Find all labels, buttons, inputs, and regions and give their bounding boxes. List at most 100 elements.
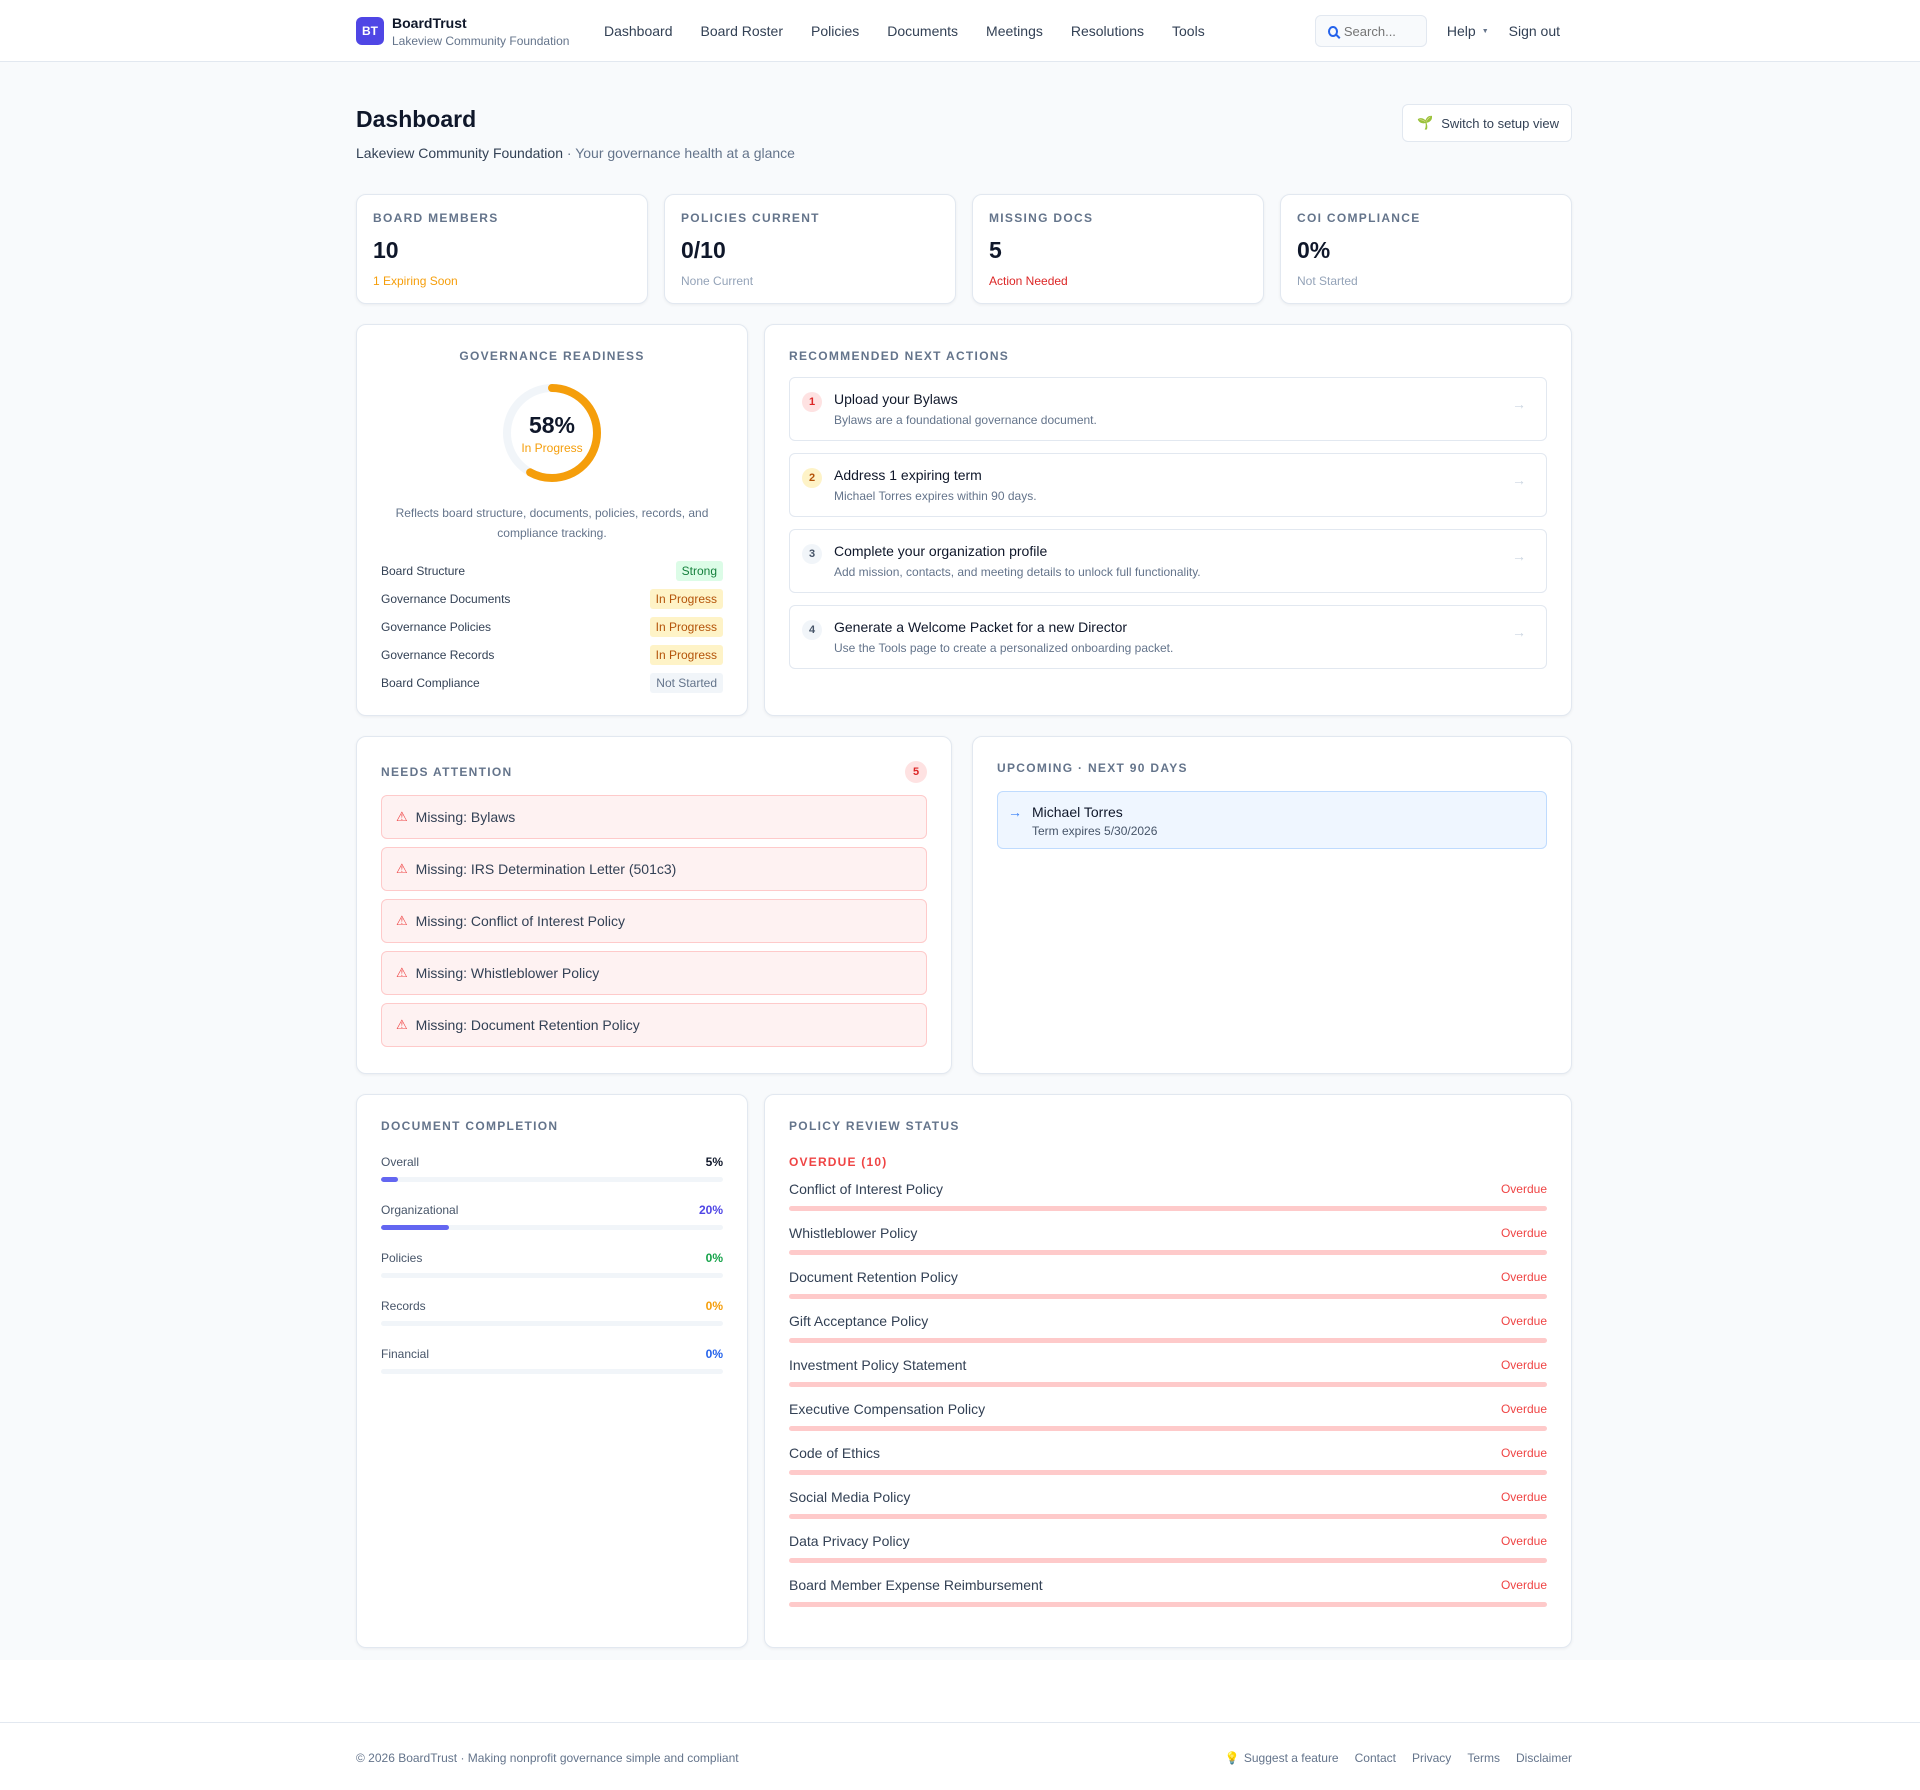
policy-status: Overdue xyxy=(1500,1402,1547,1416)
footer-link-disclaimer[interactable]: Disclaimer xyxy=(1516,1751,1572,1765)
completion-row: Records 0% xyxy=(381,1299,723,1326)
stat-value: 10 xyxy=(373,237,399,263)
completion-row-head: Organizational 20% xyxy=(381,1203,723,1217)
help-label: Help xyxy=(1446,23,1476,39)
attention-item[interactable]: ⚠ Missing: IRS Determination Letter (501c… xyxy=(381,847,927,891)
action-body: Generate a Welcome Packet for a new Dire… xyxy=(834,619,1173,655)
policy-row[interactable]: Whistleblower Policy Overdue xyxy=(789,1225,1547,1255)
action-body: Complete your organization profile Add mi… xyxy=(834,543,1201,579)
readiness-description: Reflects board structure, documents, pol… xyxy=(395,506,709,540)
policy-row[interactable]: Data Privacy Policy Overdue xyxy=(789,1533,1547,1563)
caret-down-icon: ▼ xyxy=(1481,27,1489,35)
next-action-item[interactable]: 4 Generate a Welcome Packet for a new Dir… xyxy=(789,605,1547,669)
stat-card-board-members[interactable]: BOARD MEMBERS 10 1 Expiring Soon xyxy=(356,194,648,304)
stat-value: 0% xyxy=(1297,237,1331,263)
upcoming-card: UPCOMING · NEXT 90 DAYS → Michael Torres T… xyxy=(972,736,1572,1074)
policy-status: Overdue xyxy=(1500,1182,1547,1196)
nav-link-meetings[interactable]: Meetings xyxy=(986,23,1043,39)
brand-org: Lakeview Community Foundation xyxy=(392,33,570,48)
policy-list: Conflict of Interest Policy Overdue Whistl… xyxy=(789,1181,1547,1607)
readiness-row: Board Structure Strong xyxy=(381,557,723,585)
switch-setup-view-button[interactable]: 🌱 Switch to setup view xyxy=(1402,104,1572,142)
stat-card-policies-current[interactable]: POLICIES CURRENT 0/10 None Current xyxy=(664,194,956,304)
policy-status: Overdue xyxy=(1500,1358,1547,1372)
policy-row-head: Whistleblower Policy Overdue xyxy=(789,1225,1547,1241)
footer-link-contact[interactable]: Contact xyxy=(1355,1751,1396,1765)
warning-icon: ⚠ xyxy=(396,913,408,928)
readiness-row-label: Governance Documents xyxy=(381,592,511,606)
progress-track xyxy=(381,1369,723,1374)
policy-review-title: POLICY REVIEW STATUS xyxy=(789,1119,960,1133)
attention-item[interactable]: ⚠ Missing: Bylaws xyxy=(381,795,927,839)
next-action-item[interactable]: 1 Upload your Bylaws Bylaws are a foundati… xyxy=(789,377,1547,441)
action-description: Bylaws are a foundational governance doc… xyxy=(834,413,1097,427)
attention-item[interactable]: ⚠ Missing: Whistleblower Policy xyxy=(381,951,927,995)
needs-attention-title: NEEDS ATTENTION xyxy=(381,765,513,779)
attention-item[interactable]: ⚠ Missing: Document Retention Policy xyxy=(381,1003,927,1047)
policy-row[interactable]: Executive Compensation Policy Overdue xyxy=(789,1401,1547,1431)
completion-row-head: Records 0% xyxy=(381,1299,723,1313)
nav-link-resolutions[interactable]: Resolutions xyxy=(1070,23,1145,39)
policy-row[interactable]: Conflict of Interest Policy Overdue xyxy=(789,1181,1547,1211)
action-body: Upload your Bylaws Bylaws are a foundatio… xyxy=(834,391,1097,427)
page-title: Dashboard xyxy=(356,106,477,132)
overdue-heading: OVERDUE (10) xyxy=(789,1155,888,1169)
nav-link-documents[interactable]: Documents xyxy=(887,23,959,39)
readiness-row: Board Compliance Not Started xyxy=(381,669,723,697)
stat-value: 0/10 xyxy=(681,237,726,263)
policy-row-head: Gift Acceptance Policy Overdue xyxy=(789,1313,1547,1329)
upcoming-detail: Term expires 5/30/2026 xyxy=(1032,824,1158,838)
stat-card-coi-compliance[interactable]: COI COMPLIANCE 0% Not Started xyxy=(1280,194,1572,304)
policy-status-bar xyxy=(789,1602,1547,1607)
nav-link-policies[interactable]: Policies xyxy=(810,23,860,39)
attention-item[interactable]: ⚠ Missing: Conflict of Interest Policy xyxy=(381,899,927,943)
completion-label: Financial xyxy=(381,1347,430,1361)
readiness-row: Governance Records In Progress xyxy=(381,641,723,669)
readiness-row-label: Governance Policies xyxy=(381,620,492,634)
stat-card-missing-docs[interactable]: MISSING DOCS 5 Action Needed xyxy=(972,194,1264,304)
footer-link-suggest-a-feature[interactable]: 💡 Suggest a feature xyxy=(1225,1751,1339,1765)
action-description: Michael Torres expires within 90 days. xyxy=(834,489,1037,503)
policy-review-card: POLICY REVIEW STATUS OVERDUE (10) Confli… xyxy=(764,1094,1572,1648)
footer-link-privacy[interactable]: Privacy xyxy=(1412,1751,1451,1765)
policy-row-head: Data Privacy Policy Overdue xyxy=(789,1533,1547,1549)
search-input[interactable] xyxy=(1343,23,1414,39)
nav-link-dashboard[interactable]: Dashboard xyxy=(604,23,673,39)
readiness-row: Governance Policies In Progress xyxy=(381,613,723,641)
next-actions-list: 1 Upload your Bylaws Bylaws are a foundati… xyxy=(789,377,1547,669)
policy-status-bar xyxy=(789,1470,1547,1475)
main-content: Dashboard Lakeview Community Foundation … xyxy=(356,62,1572,1648)
stat-value: 5 xyxy=(989,237,1002,263)
next-action-item[interactable]: 3 Complete your organization profile Add m… xyxy=(789,529,1547,593)
warning-icon: ⚠ xyxy=(396,809,408,824)
policy-row[interactable]: Code of Ethics Overdue xyxy=(789,1445,1547,1475)
policy-row[interactable]: Gift Acceptance Policy Overdue xyxy=(789,1313,1547,1343)
policy-status: Overdue xyxy=(1500,1446,1547,1460)
attention-item-label: Missing: Whistleblower Policy xyxy=(415,965,600,981)
search-box[interactable] xyxy=(1314,15,1427,47)
footer-link-terms[interactable]: Terms xyxy=(1467,1751,1500,1765)
upcoming-item[interactable]: → Michael Torres Term expires 5/30/2026 xyxy=(997,791,1547,849)
brand[interactable]: BT BoardTrust Lakeview Community Foundat… xyxy=(356,15,590,48)
policy-row[interactable]: Social Media Policy Overdue xyxy=(789,1489,1547,1519)
nav-link-board-roster[interactable]: Board Roster xyxy=(700,23,783,39)
footer-links: 💡 Suggest a feature Contact Privacy Terms Dis… xyxy=(1225,1751,1572,1765)
policy-row[interactable]: Investment Policy Statement Overdue xyxy=(789,1357,1547,1387)
help-menu[interactable]: Help ▼ xyxy=(1447,23,1489,39)
policy-row[interactable]: Document Retention Policy Overdue xyxy=(789,1269,1547,1299)
policy-status-bar xyxy=(789,1294,1547,1299)
policy-row-head: Conflict of Interest Policy Overdue xyxy=(789,1181,1547,1197)
stat-label: BOARD MEMBERS xyxy=(373,211,499,225)
lightbulb-icon: 💡 xyxy=(1224,1751,1240,1765)
policy-name: Conflict of Interest Policy xyxy=(789,1181,944,1197)
nav-link-tools[interactable]: Tools xyxy=(1172,23,1205,39)
arrow-right-icon: → xyxy=(1512,624,1526,640)
subtitle-tagline: · Your governance health at a glance xyxy=(566,145,795,161)
sign-out-link[interactable]: Sign out xyxy=(1508,23,1560,39)
subtitle-org: Lakeview Community Foundation xyxy=(356,145,563,161)
completion-row-head: Overall 5% xyxy=(381,1155,723,1169)
completion-percent: 0% xyxy=(705,1299,723,1313)
policy-name: Board Member Expense Reimbursement xyxy=(789,1577,1043,1593)
policy-row[interactable]: Board Member Expense Reimbursement Overdu… xyxy=(789,1577,1547,1607)
next-action-item[interactable]: 2 Address 1 expiring term Michael Torres e… xyxy=(789,453,1547,517)
